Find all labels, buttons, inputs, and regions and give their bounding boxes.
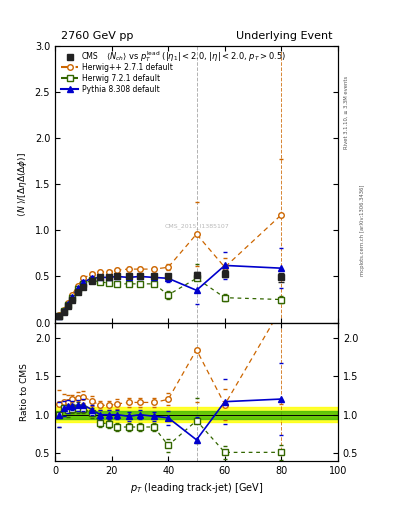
Bar (55, 411, 338, 419)
Text: CMS_2015_I1385107: CMS_2015_I1385107 (164, 223, 229, 229)
Legend: CMS, Herwig++ 2.7.1 default, Herwig 7.2.1 default, Pythia 8.308 default: CMS, Herwig++ 2.7.1 default, Herwig 7.2.… (59, 50, 175, 96)
Y-axis label: Ratio to CMS: Ratio to CMS (20, 362, 29, 421)
Text: Rivet 3.1.10, ≥ 3.3M events: Rivet 3.1.10, ≥ 3.3M events (344, 76, 349, 150)
Bar (55, 407, 338, 422)
Text: Underlying Event: Underlying Event (236, 31, 332, 40)
Text: mcplots.cern.ch [arXiv:1306.3436]: mcplots.cern.ch [arXiv:1306.3436] (360, 185, 365, 276)
Text: 2760 GeV pp: 2760 GeV pp (61, 31, 133, 40)
Y-axis label: $\langle\, N\,\rangle/[\Delta\eta\Delta(\Delta\phi)]$: $\langle\, N\,\rangle/[\Delta\eta\Delta(… (16, 152, 29, 217)
Text: $\langle N_{ch}\rangle$ vs $p_T^{\rm lead}$ ($|\eta_1|<2.0$, $|\eta|<2.0$, $p_T>: $\langle N_{ch}\rangle$ vs $p_T^{\rm lea… (107, 49, 286, 64)
X-axis label: $p_T$ (leading track-jet) [GeV]: $p_T$ (leading track-jet) [GeV] (130, 481, 263, 495)
